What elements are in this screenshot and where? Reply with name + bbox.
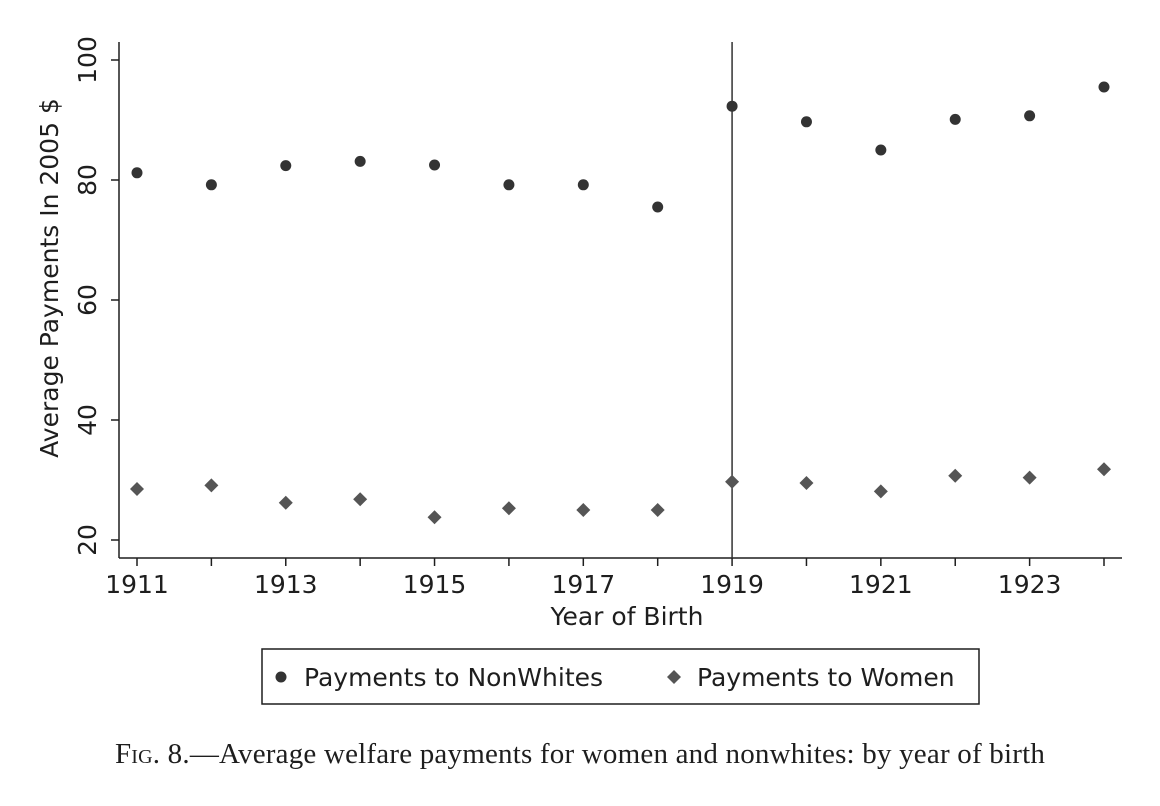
point-women (353, 492, 368, 507)
point-nonwhites (503, 179, 515, 191)
point-nonwhites (949, 113, 961, 125)
y-axis-title: Average Payments In 2005 $ (35, 98, 64, 458)
legend-box (261, 648, 980, 705)
legend-label-women: Payments to Women (697, 663, 955, 692)
figure-number: Fig. 8. (114, 738, 190, 770)
point-nonwhites (726, 100, 738, 112)
x-tick-label: 1921 (849, 570, 913, 599)
legend: Payments to NonWhites Payments to Women (261, 648, 980, 705)
figure-caption-text: —Average welfare payments for women and … (189, 738, 1046, 770)
point-nonwhites (1024, 110, 1036, 122)
x-tick-label: 1911 (105, 570, 169, 599)
point-women (650, 503, 665, 517)
legend-marker-nonwhites (275, 671, 287, 683)
x-axis-title: Year of Birth (550, 602, 704, 631)
point-women (427, 510, 442, 525)
point-nonwhites (1098, 81, 1110, 93)
point-women (948, 468, 963, 483)
x-tick-label: 1915 (403, 570, 467, 599)
point-nonwhites (280, 160, 292, 172)
x-tick-label: 1923 (998, 570, 1062, 599)
x-tick-label: 1913 (254, 570, 318, 599)
point-women (576, 503, 591, 517)
point-women (278, 495, 293, 510)
point-nonwhites (205, 179, 217, 191)
legend-label-nonwhites: Payments to NonWhites (304, 663, 603, 692)
x-tick-label: 1917 (551, 570, 615, 599)
point-nonwhites (429, 159, 441, 171)
y-axis-ticks: 20 40 60 80 100 (73, 36, 119, 556)
point-women (501, 501, 516, 516)
y-tick-label: 20 (73, 524, 102, 556)
point-nonwhites (131, 167, 143, 179)
point-women (130, 482, 144, 496)
y-tick-label: 40 (73, 404, 102, 436)
legend-marker-women (667, 670, 681, 684)
point-nonwhites (652, 201, 664, 213)
x-tick-label: 1919 (700, 570, 764, 599)
point-women (725, 474, 740, 489)
x-axis-ticks: 1911 1913 1915 1917 1919 1921 1923 (105, 558, 1105, 599)
point-nonwhites (800, 116, 812, 128)
point-women (1097, 462, 1111, 477)
data-points (130, 81, 1111, 525)
point-nonwhites (577, 179, 589, 191)
y-tick-label: 60 (73, 284, 102, 316)
point-women (204, 478, 219, 493)
point-nonwhites (354, 155, 366, 167)
point-women (799, 476, 814, 490)
y-tick-label: 100 (73, 36, 102, 84)
point-nonwhites (875, 144, 887, 156)
point-women (1022, 470, 1037, 485)
point-women (873, 484, 888, 499)
y-tick-label: 80 (73, 164, 102, 196)
figure-caption: Fig. 8.—Average welfare payments for wom… (0, 738, 1160, 771)
